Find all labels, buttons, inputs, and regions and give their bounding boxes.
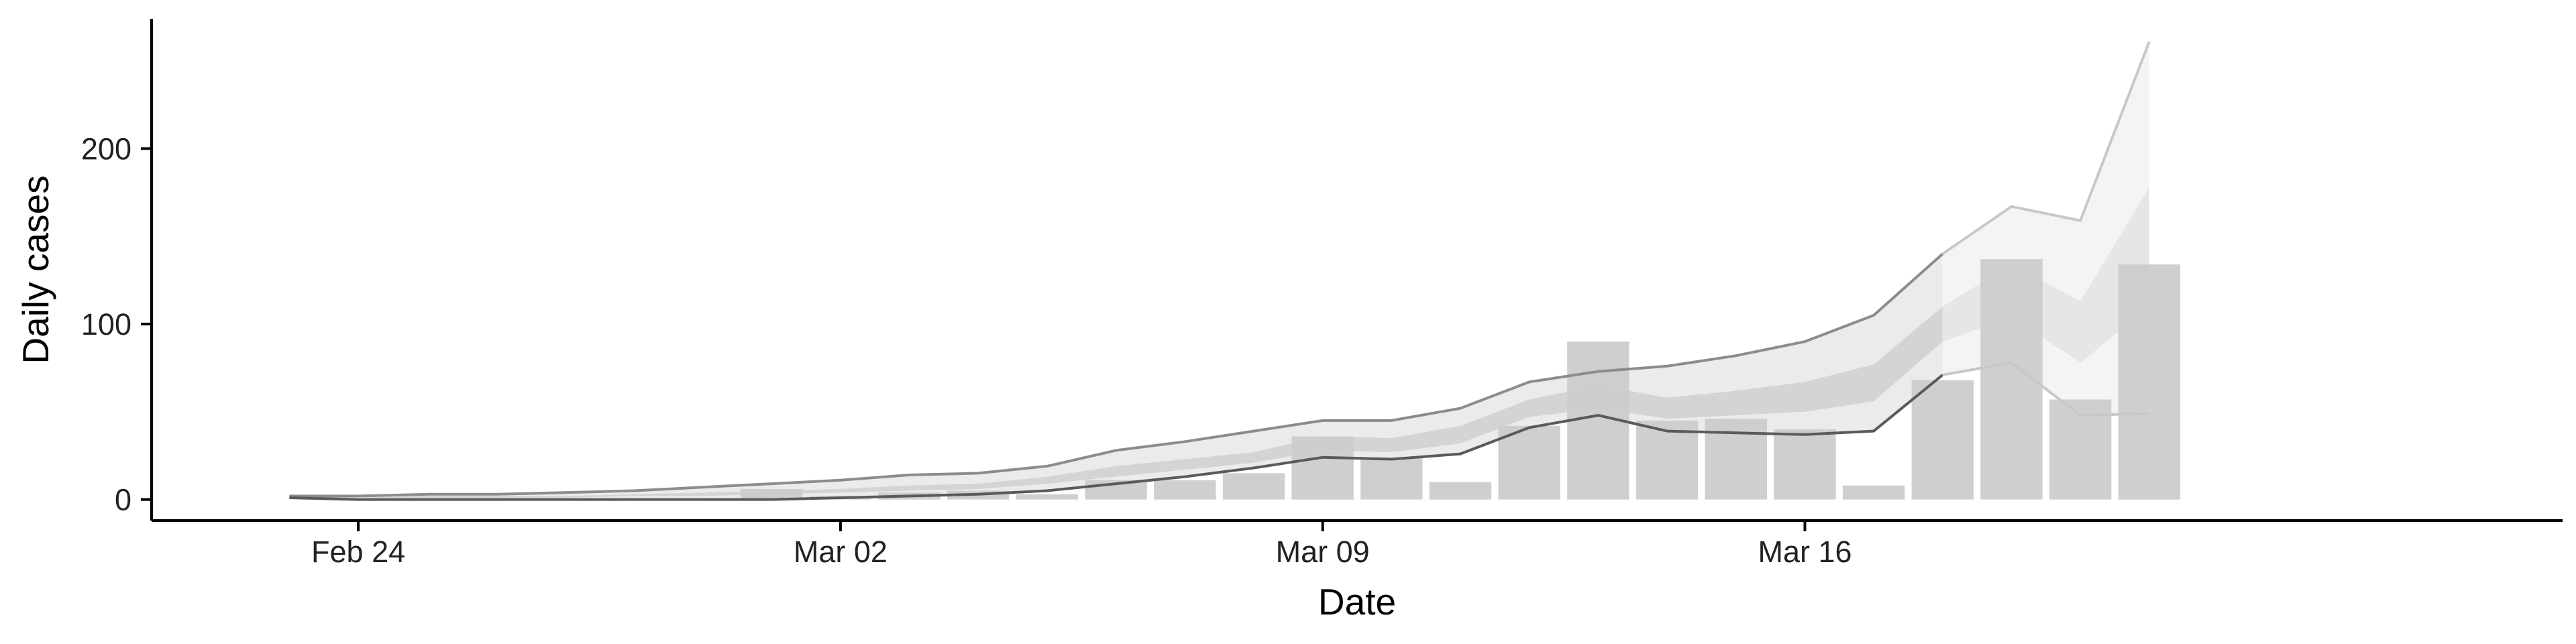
case-bar	[1016, 494, 1079, 500]
x-tick-label: Mar 02	[794, 535, 888, 569]
x-axis-title: Date	[1318, 581, 1396, 623]
x-tick-label: Feb 24	[311, 535, 405, 569]
lower-bound-line-forecast	[1942, 361, 2149, 417]
case-bar	[1705, 419, 1767, 500]
case-bar	[1842, 485, 1905, 500]
line-layer	[289, 41, 2151, 501]
case-bar	[1429, 482, 1492, 500]
case-bar	[2118, 264, 2181, 500]
lower-bound-line-fit	[289, 374, 1944, 501]
x-tick-label: Mar 16	[1758, 535, 1851, 569]
case-bar	[1154, 480, 1216, 500]
case-bar	[1498, 425, 1560, 500]
x-tick-label: Mar 09	[1276, 535, 1370, 569]
y-axis-title: Daily cases	[15, 175, 56, 364]
case-bar	[1774, 429, 1836, 500]
case-bar	[741, 488, 803, 500]
case-bar	[1911, 380, 1974, 500]
outer-band-forecast	[1942, 42, 2149, 416]
upper-bound-line-fit	[289, 253, 1944, 498]
case-bar	[1635, 420, 1699, 500]
case-bar	[1222, 473, 1285, 500]
upper-bound-line-forecast	[1941, 41, 2151, 256]
y-tick-label: 200	[81, 132, 131, 166]
y-tick-label: 100	[81, 307, 131, 341]
case-bar	[1291, 436, 1354, 500]
tick-layer: Feb 24 Mar 02 Mar 09 Mar 16 0 100 200	[81, 132, 1852, 570]
case-bar	[1360, 457, 1423, 500]
y-tick-label: 0	[115, 483, 131, 517]
axes-layer	[150, 19, 2563, 522]
